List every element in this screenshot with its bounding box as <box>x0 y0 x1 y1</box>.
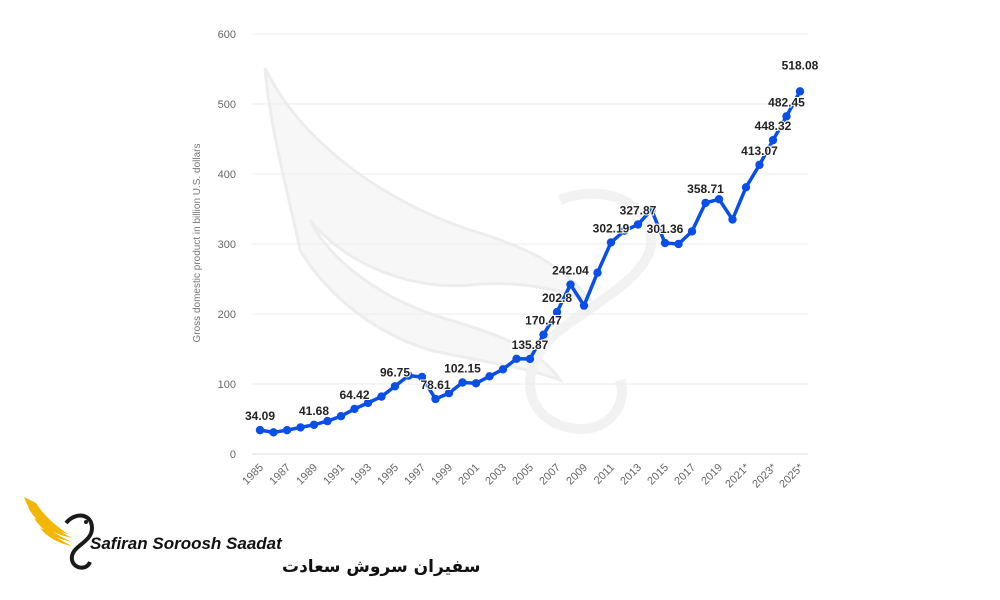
x-tick-label: 2013 <box>618 462 644 488</box>
data-point[interactable] <box>687 227 697 236</box>
brand-logo: Safiran Soroosh Saadat سفیران سروش سعادت <box>24 497 480 577</box>
y-tick-label: 300 <box>218 239 236 251</box>
data-point[interactable] <box>552 307 562 317</box>
brand-name-en: Safiran Soroosh Saadat <box>90 534 283 553</box>
data-point[interactable] <box>620 226 629 235</box>
brand-name-fa: سفیران سروش سعادت <box>282 557 480 577</box>
data-point[interactable] <box>647 205 656 214</box>
data-label: 482.45 <box>768 95 805 109</box>
data-point[interactable] <box>795 87 805 96</box>
data-point[interactable] <box>390 382 400 391</box>
x-tick-label: 2019 <box>699 462 725 488</box>
data-point[interactable] <box>323 416 332 426</box>
y-axis: 0 100 200 300 400 500 600 <box>218 29 236 461</box>
data-point[interactable] <box>701 198 710 208</box>
data-point[interactable] <box>350 404 359 414</box>
data-point[interactable] <box>714 195 724 204</box>
x-tick-label: 1987 <box>267 462 293 488</box>
data-point[interactable] <box>255 425 265 435</box>
x-tick-label: 1999 <box>429 462 455 488</box>
x-axis: 1985 1987 1989 1991 1993 1995 1997 1999 2001 2003… <box>240 461 806 490</box>
x-tick-label: 2005 <box>510 462 536 488</box>
data-label: 202.8 <box>542 291 572 305</box>
data-label: 78.61 <box>420 378 450 392</box>
x-tick-label: 1991 <box>321 462 347 488</box>
data-point[interactable] <box>309 420 319 430</box>
data-point[interactable] <box>471 379 481 388</box>
data-label: 448.32 <box>755 119 792 133</box>
data-label: 34.09 <box>245 409 275 423</box>
data-labels: 34.09 41.68 64.42 96.75 78.61 102.15 135.87 170… <box>244 57 820 424</box>
x-tick-label: 2003 <box>483 462 509 488</box>
data-point[interactable] <box>606 238 616 247</box>
series-gdp <box>255 87 805 437</box>
data-point[interactable] <box>269 428 278 437</box>
data-point[interactable] <box>539 330 548 339</box>
data-label: 301.36 <box>647 222 684 236</box>
data-label: 41.68 <box>299 404 329 418</box>
x-tick-label: 1985 <box>240 462 266 488</box>
data-label: 64.42 <box>339 388 369 402</box>
data-point[interactable] <box>458 378 467 387</box>
grid <box>252 33 808 455</box>
y-axis-label: Gross domestic product in billion U.S. d… <box>192 144 203 343</box>
x-tick-label: 1993 <box>348 462 374 488</box>
data-point[interactable] <box>431 394 440 404</box>
x-tick-label: 1995 <box>375 462 401 488</box>
data-label: 358.71 <box>687 182 724 196</box>
data-label: 327.87 <box>620 203 657 217</box>
data-point[interactable] <box>755 160 764 170</box>
data-point[interactable] <box>498 365 508 374</box>
data-point[interactable] <box>444 388 454 398</box>
y-tick-label: 600 <box>218 29 236 41</box>
data-label: 518.08 <box>782 58 819 72</box>
data-point[interactable] <box>660 238 670 248</box>
x-tick-label: 2011 <box>592 462 617 487</box>
x-tick-label: 1997 <box>402 462 428 488</box>
x-tick-label: 2009 <box>564 462 590 488</box>
data-point[interactable] <box>782 112 791 121</box>
data-point[interactable] <box>525 354 535 364</box>
data-point[interactable] <box>336 412 346 421</box>
data-label: 170.47 <box>525 314 562 328</box>
data-point[interactable] <box>633 220 643 229</box>
data-label: 102.15 <box>444 361 481 375</box>
data-point[interactable] <box>593 268 602 277</box>
data-point[interactable] <box>674 239 683 249</box>
data-label: 96.75 <box>380 365 410 379</box>
x-tick-label: 2023* <box>750 461 779 490</box>
y-tick-label: 0 <box>230 449 236 461</box>
data-label: 242.04 <box>552 264 589 278</box>
data-point[interactable] <box>296 423 305 432</box>
y-tick-label: 200 <box>218 309 236 321</box>
x-tick-label: 2001 <box>456 462 482 488</box>
data-point[interactable] <box>417 372 427 382</box>
data-point[interactable] <box>741 183 751 192</box>
data-label: 413.07 <box>741 144 778 158</box>
watermark-logo <box>263 67 657 434</box>
x-tick-label: 2017 <box>672 462 698 488</box>
x-tick-label: 2025* <box>777 461 806 490</box>
data-point[interactable] <box>768 135 778 145</box>
wing-icon <box>24 497 95 570</box>
x-tick-label: 2015 <box>645 462 671 488</box>
data-point[interactable] <box>377 392 386 401</box>
y-tick-label: 100 <box>218 379 236 391</box>
data-point[interactable] <box>404 371 413 380</box>
data-point[interactable] <box>363 398 373 408</box>
data-label: 135.87 <box>512 338 549 352</box>
x-tick-label: 2007 <box>537 462 563 488</box>
data-point[interactable] <box>728 215 737 224</box>
x-tick-label: 1989 <box>294 462 320 488</box>
y-tick-label: 500 <box>218 99 236 111</box>
data-point[interactable] <box>485 372 494 381</box>
data-point[interactable] <box>512 354 521 363</box>
x-tick-label: 2021* <box>723 461 752 490</box>
data-point[interactable] <box>566 280 575 289</box>
data-point[interactable] <box>282 426 292 435</box>
data-point[interactable] <box>579 301 589 310</box>
data-label: 302.19 <box>593 221 630 235</box>
y-tick-label: 400 <box>218 169 236 181</box>
